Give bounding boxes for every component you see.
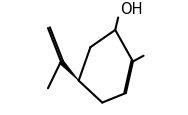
Text: OH: OH [120,2,143,17]
Polygon shape [59,60,79,81]
